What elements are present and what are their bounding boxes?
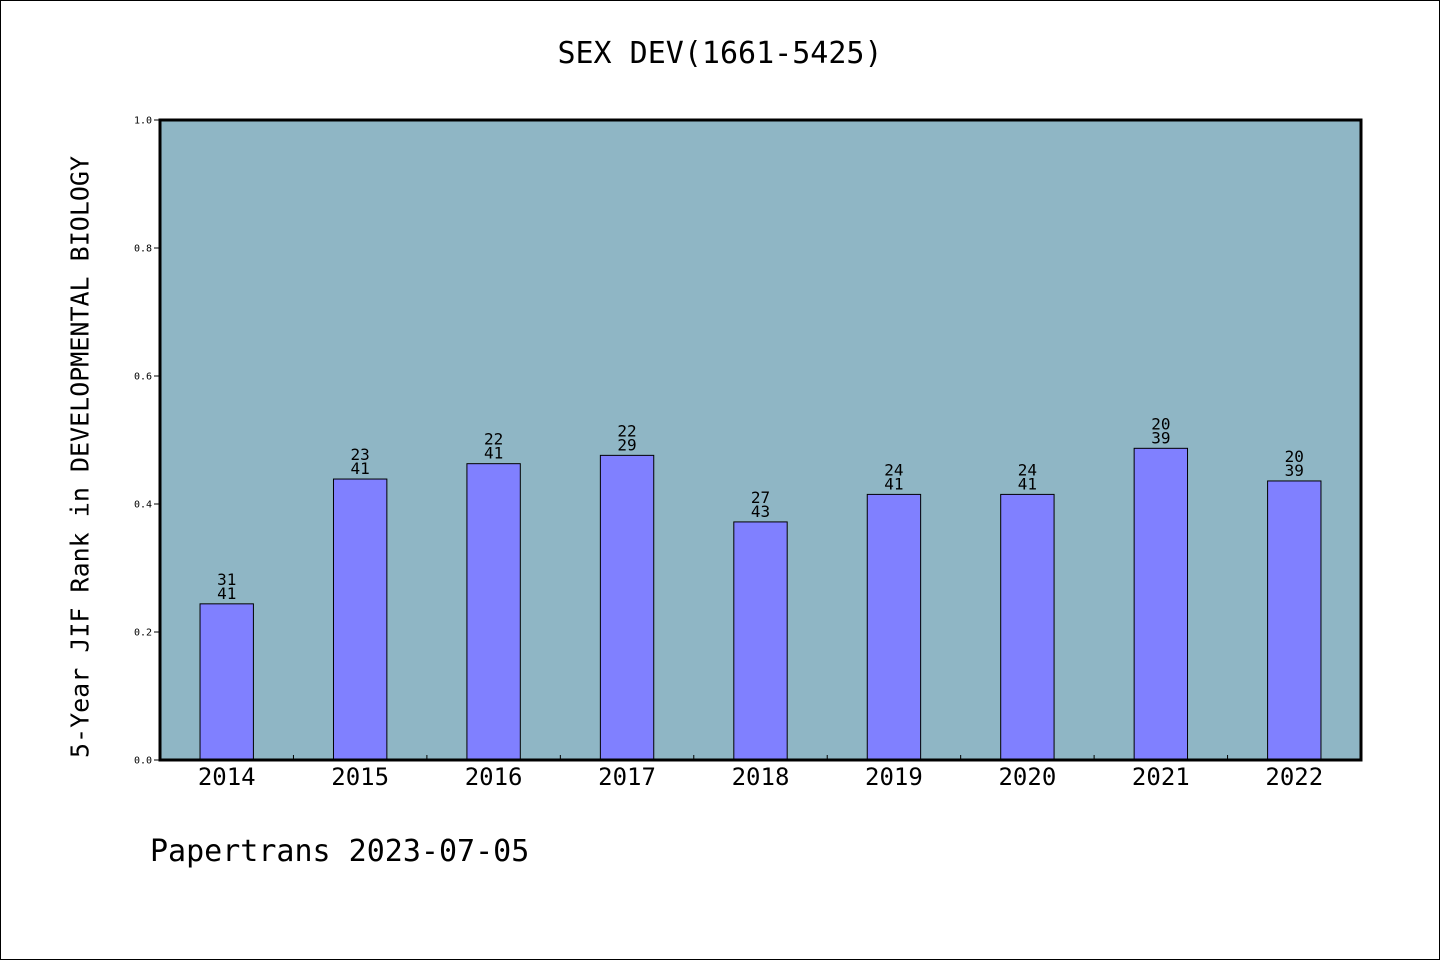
x-tick-label: 2015	[331, 763, 389, 791]
bar	[1267, 480, 1322, 761]
bar	[466, 463, 521, 761]
bar-rank-label: 23	[351, 445, 370, 464]
bar	[599, 454, 655, 761]
bar-rank-label: 20	[1285, 447, 1304, 466]
y-tick-label: 1.0	[134, 116, 152, 127]
x-tick-label: 2019	[865, 763, 923, 791]
bar-total-label: 39	[1151, 428, 1170, 447]
y-axis-label: 5-Year JIF Rank in DEVELOPMENTAL BIOLOGY	[65, 155, 95, 759]
x-axis-ticks: 2014 2015 2016 2017 2018 2019 2020 2021 2022	[198, 755, 1323, 791]
bar	[332, 478, 388, 761]
bar-total-label: 29	[617, 435, 636, 454]
y-tick-label: 0.2	[134, 628, 152, 639]
bar-rank-label: 27	[751, 488, 770, 507]
bar-rank-label: 31	[217, 570, 236, 589]
y-tick-label: 0.0	[134, 756, 152, 767]
chart-title: SEX DEV(1661-5425)	[557, 36, 883, 71]
bar-total-label: 39	[1285, 461, 1304, 480]
y-tick-label: 0.8	[134, 244, 152, 255]
y-tick-label: 0.6	[134, 372, 152, 383]
bar	[1000, 493, 1055, 761]
x-tick-label: 2016	[465, 763, 523, 791]
x-tick-label: 2020	[998, 763, 1056, 791]
x-tick-label: 2017	[598, 763, 656, 791]
x-tick-label: 2018	[732, 763, 790, 791]
bar-rank-label: 22	[617, 421, 636, 440]
bar-total-label: 41	[484, 444, 503, 463]
y-axis-ticks: 0.0 0.2 0.4 0.6 0.8 1.0	[134, 116, 160, 767]
bar-rank-label: 20	[1151, 414, 1170, 433]
bar-total-label: 41	[884, 474, 903, 493]
bars-group	[199, 447, 1322, 761]
bar	[733, 521, 788, 761]
plot-border	[158, 118, 1363, 762]
bar-rank-label: 24	[884, 460, 903, 479]
bar-total-label: 41	[1018, 474, 1037, 493]
footer-text: Papertrans 2023-07-05	[150, 834, 530, 869]
x-tick-label: 2014	[198, 763, 256, 791]
x-tick-label: 2021	[1132, 763, 1190, 791]
bar	[1133, 447, 1189, 761]
bar-total-label: 41	[217, 584, 236, 603]
bar-rank-label: 24	[1018, 460, 1037, 479]
y-tick-label: 0.4	[134, 500, 152, 511]
bar-total-label: 41	[351, 459, 370, 478]
x-tick-label: 2022	[1265, 763, 1323, 791]
bar	[199, 603, 254, 761]
bar-total-label: 43	[751, 502, 770, 521]
bar-rank-label: 22	[484, 430, 503, 449]
bar	[866, 493, 922, 761]
